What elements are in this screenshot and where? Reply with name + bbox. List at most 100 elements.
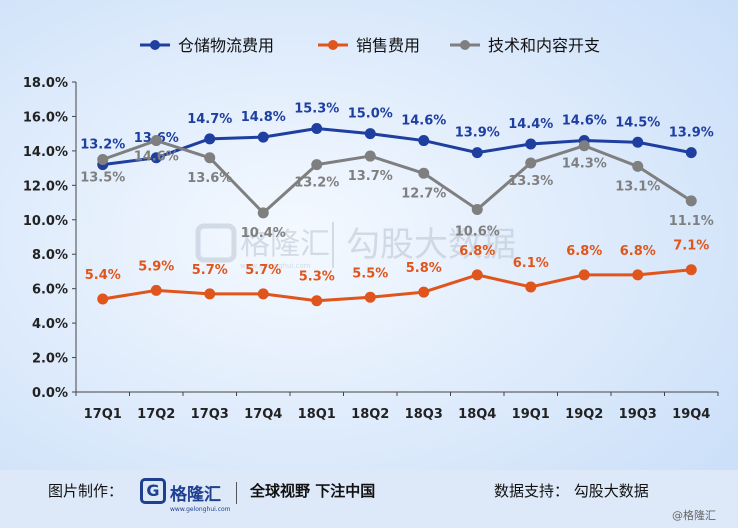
data-point [97, 293, 109, 305]
x-tick-label: 18Q3 [405, 407, 443, 422]
y-tick-label: 10.0% [23, 214, 68, 229]
data-label: 6.8% [459, 244, 495, 259]
data-point [364, 150, 376, 162]
data-point [257, 131, 269, 143]
gelonghui-logo-icon: G [140, 478, 166, 504]
data-label: 14.6% [134, 150, 179, 165]
data-label: 11.1% [669, 214, 714, 229]
data-label: 14.3% [562, 157, 607, 172]
data-point [204, 133, 216, 145]
footer-bar: 图片制作： G 格隆汇 www.gelonghui.com 全球视野 下注中国 … [0, 470, 738, 528]
data-point [471, 269, 483, 281]
data-point [204, 152, 216, 164]
data-label: 14.6% [401, 114, 446, 129]
made-by-label: 图片制作： [48, 482, 124, 500]
logo-text: 格隆汇 [170, 485, 221, 505]
data-label: 13.1% [615, 179, 660, 194]
data-point [525, 281, 537, 293]
data-point [525, 138, 537, 150]
data-point [632, 160, 644, 172]
data-point [311, 159, 323, 171]
data-point [311, 295, 323, 307]
data-label: 13.2% [294, 176, 339, 191]
data-label: 7.1% [673, 239, 709, 254]
data-point [471, 203, 483, 215]
data-point [364, 128, 376, 140]
legend-swatch-marker [460, 40, 470, 50]
legend-swatch-marker [328, 40, 338, 50]
data-point [257, 207, 269, 219]
data-point [150, 135, 162, 147]
corner-watermark: @格隆汇 [672, 509, 716, 522]
data-label: 12.7% [401, 186, 446, 201]
data-label: 13.9% [455, 126, 500, 141]
x-tick-label: 17Q4 [244, 407, 282, 422]
x-tick-label: 19Q1 [512, 407, 550, 422]
data-label: 5.3% [299, 270, 335, 285]
data-point [311, 123, 323, 134]
data-label: 14.6% [562, 114, 607, 129]
data-point [578, 269, 590, 281]
x-tick-label: 17Q3 [191, 407, 229, 422]
x-tick-label: 18Q2 [351, 407, 389, 422]
data-label: 6.1% [513, 256, 549, 271]
data-point [97, 154, 109, 165]
data-label: 13.9% [669, 126, 714, 141]
y-tick-label: 16.0% [23, 110, 68, 125]
data-point [578, 140, 590, 152]
data-point [204, 288, 216, 300]
data-point [632, 269, 644, 281]
data-point [418, 135, 430, 147]
data-label: 13.7% [348, 169, 393, 184]
data-point [257, 288, 269, 300]
x-tick-label: 19Q3 [619, 407, 657, 422]
x-tick-label: 17Q1 [84, 407, 122, 422]
data-point [150, 152, 162, 164]
y-tick-label: 18.0% [23, 76, 68, 91]
data-label: 6.8% [620, 244, 656, 259]
watermark-url: www.gelonghui.com [240, 262, 311, 270]
series-line [102, 127, 692, 167]
x-tick-label: 17Q2 [137, 407, 175, 422]
data-label: 13.6% [187, 171, 232, 186]
data-point [525, 157, 537, 169]
x-tick-label: 18Q4 [458, 407, 496, 422]
footer-slogan: 全球视野 下注中国 [250, 482, 376, 500]
series-line [102, 139, 693, 215]
watermark-text: 勾股大数据 [346, 225, 516, 265]
data-point [471, 147, 483, 159]
x-tick-label: 19Q4 [672, 407, 710, 422]
y-tick-label: 0.0% [32, 386, 68, 401]
data-point [418, 167, 430, 179]
data-label: 14.7% [187, 112, 232, 127]
watermark-brand: 格隆汇 [240, 227, 330, 262]
y-tick-label: 12.0% [23, 179, 68, 194]
y-tick-label: 8.0% [32, 248, 68, 263]
data-label: 15.0% [348, 107, 393, 122]
data-label: 14.5% [615, 115, 660, 130]
series-line [102, 268, 692, 303]
data-label: 13.5% [80, 171, 125, 186]
legend-entry: 仓储物流费用 [178, 36, 274, 55]
y-tick-label: 6.0% [32, 283, 68, 298]
data-point [685, 195, 697, 207]
data-label: 5.5% [352, 266, 388, 281]
y-tick-label: 2.0% [32, 352, 68, 367]
y-tick-label: 14.0% [23, 145, 68, 160]
data-label: 14.4% [508, 117, 553, 132]
data-point [685, 147, 697, 159]
data-point [364, 291, 376, 303]
data-label: 13.3% [508, 174, 553, 189]
data-point [418, 286, 430, 298]
legend-entry: 销售费用 [356, 36, 420, 55]
legend-swatch-marker [150, 40, 160, 50]
logo-subtext: www.gelonghui.com [170, 506, 231, 513]
data-label: 5.7% [245, 263, 281, 278]
data-label: 6.8% [566, 244, 602, 259]
data-support-label: 数据支持： 勾股大数据 [494, 482, 649, 500]
data-label: 15.3% [294, 102, 339, 117]
data-point [685, 264, 697, 276]
